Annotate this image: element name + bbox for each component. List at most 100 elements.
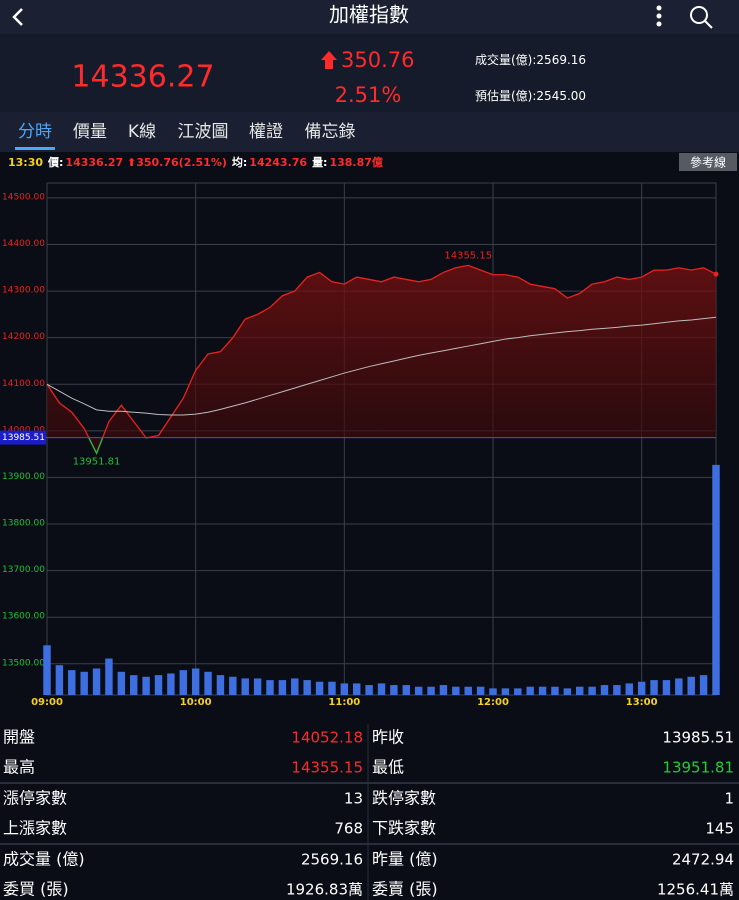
y-tick-label: 14400.00 [2,239,45,249]
volume-bar [576,686,584,695]
volume-bar [179,670,187,695]
y-tick-label: 13500.00 [2,658,45,668]
volume-bar [328,681,336,695]
stat-value: 2472.94 [672,851,734,869]
volume-bar [105,658,113,695]
volume-bar [414,686,423,695]
info-value: 14243.76 [249,156,307,169]
reference-tag [0,430,46,445]
volume-bar [390,685,398,695]
stat-value: 13 [344,790,363,808]
stat-label: 開盤 [3,728,35,747]
stat-value: 768 [334,820,363,838]
reference-button[interactable] [679,153,737,171]
volume-bar [130,675,138,695]
last-point [713,271,719,277]
volume-bar [464,686,472,695]
volume-bar [92,668,101,695]
x-tick-label: 11:00 [328,697,360,708]
volume-bar [253,678,262,695]
tab-bar [0,112,739,152]
volume-bar [662,680,671,695]
tab[interactable]: 價量 [73,122,107,142]
volume-bar [117,671,126,695]
percent: 2.51% [335,83,402,107]
stat-label: 昨收 [372,728,404,747]
high-label: 14355.15 [444,250,492,261]
plot-frame [46,182,717,696]
volume-bar [538,686,547,695]
quote-stat: 預估量(億):2545.00 [475,89,586,103]
price: 14336.27 [71,60,214,95]
volume-bar [699,675,708,695]
reference-button-label[interactable]: 參考線 [690,155,726,170]
title: 加權指數 [329,3,409,27]
stat-label: 上漲家數 [3,819,67,838]
volume-bar [241,678,249,695]
info-value: 138.87億 [329,155,382,169]
stat-label: 委買 (張) [3,880,69,899]
stat-value: 145 [705,820,734,838]
stat-value: 13985.51 [662,729,734,747]
tab[interactable]: 江波圖 [178,122,229,142]
volume-bar [514,688,522,695]
stat-label: 預估量(億): [475,89,536,103]
volume-bar [650,680,658,695]
stat-value: 2569.16 [301,851,363,869]
volume-bar [551,686,559,695]
volume-bar [675,678,683,695]
volume-bar [588,686,596,695]
info-bar: 13:30 價: 14336.27 ⬆350.76(2.51%) 均: 14243.76… [8,155,383,169]
price-line [46,264,717,455]
search-button[interactable] [690,6,713,29]
stat-label: 最高 [3,758,35,777]
x-tick-label: 12:00 [477,697,509,708]
tab[interactable]: 分時 [18,122,52,142]
y-tick-label: 14300.00 [2,286,45,296]
x-tick-label: 10:00 [180,697,212,708]
volume-bar [452,686,460,695]
volume-bar [365,685,373,695]
average-line [46,316,717,416]
volume-bar [476,686,485,695]
y-tick-label: 13600.00 [2,612,45,622]
stat-label: 跌停家數 [372,789,436,808]
y-tick-label: 14100.00 [2,379,45,389]
volume-bar [167,673,175,695]
up-arrow [321,51,337,69]
tab[interactable]: 權證 [249,122,283,142]
volume-bar [204,671,212,695]
volume-bar [303,680,311,695]
volume-bar [340,683,349,695]
tab[interactable]: 備忘錄 [305,122,356,142]
tab[interactable]: K線 [128,122,156,142]
menu-button[interactable] [656,5,662,27]
stat-label: 下跌家數 [372,819,436,838]
info-label: 量: [312,156,327,169]
y-tick-label: 13800.00 [2,519,45,529]
y-tick-label: 13900.00 [2,472,45,482]
volume-bar [43,645,51,695]
stat-value: 1 [724,790,734,808]
y-tick-label: 14000.00 [2,425,45,435]
stat-label: 昨量 (億) [372,850,438,869]
tab-underline [15,147,55,150]
volume-bar [501,688,510,695]
info-label: 價: [47,155,63,169]
quote-panel [0,34,739,112]
stat-label: 成交量(億): [475,52,536,67]
back-button[interactable] [12,8,23,26]
volume-bar [291,678,299,695]
low-label: 13951.81 [73,456,121,467]
stat-value: 14355.15 [291,759,363,777]
volume-bar [142,676,150,695]
info-time: 13:30 [8,156,43,169]
y-tick-label: 13700.00 [2,565,45,575]
volume-bar [154,675,163,695]
volume-bar [315,681,324,695]
volume-bar [55,665,64,695]
volume-bar [80,671,88,695]
volume-bar [377,683,386,695]
ui: 成交量(億): 2569.16 預估量(億):2545.00 分時 價量 K線 江波圖 權證 備… [0,52,739,900]
